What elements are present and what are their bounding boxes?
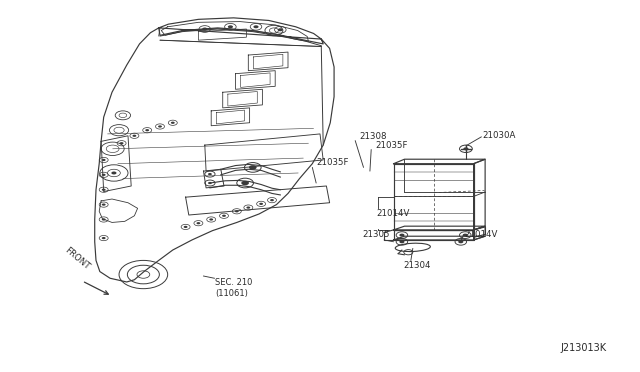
Circle shape — [202, 28, 207, 31]
Circle shape — [102, 159, 106, 161]
Circle shape — [246, 206, 250, 209]
Circle shape — [463, 147, 468, 150]
Text: SEC. 210
(11061): SEC. 210 (11061) — [215, 278, 252, 298]
Circle shape — [145, 129, 149, 131]
Circle shape — [120, 142, 124, 144]
Circle shape — [241, 181, 249, 185]
Text: 21014V: 21014V — [376, 209, 410, 218]
Circle shape — [208, 182, 212, 184]
Circle shape — [158, 125, 162, 128]
Text: 21308: 21308 — [359, 132, 387, 141]
Circle shape — [102, 237, 106, 239]
Circle shape — [259, 203, 263, 205]
Circle shape — [102, 218, 106, 221]
Circle shape — [399, 234, 404, 237]
Circle shape — [209, 218, 213, 221]
Circle shape — [249, 165, 257, 170]
Circle shape — [132, 135, 136, 137]
Text: 21030A: 21030A — [483, 131, 516, 140]
Text: 21014V: 21014V — [464, 230, 497, 239]
Circle shape — [102, 203, 106, 206]
Circle shape — [463, 234, 468, 237]
Circle shape — [111, 171, 116, 174]
Text: J213013K: J213013K — [560, 343, 606, 353]
Circle shape — [102, 174, 106, 176]
Circle shape — [253, 25, 259, 28]
Circle shape — [278, 28, 283, 31]
Circle shape — [184, 226, 188, 228]
Circle shape — [399, 240, 404, 243]
Circle shape — [196, 222, 200, 224]
Circle shape — [171, 122, 175, 124]
Text: FRONT: FRONT — [63, 246, 91, 272]
Text: 21304: 21304 — [403, 261, 431, 270]
Circle shape — [458, 240, 463, 243]
Circle shape — [102, 189, 106, 191]
Circle shape — [235, 210, 239, 212]
Circle shape — [208, 173, 212, 175]
Text: 21035F: 21035F — [375, 141, 408, 150]
Circle shape — [222, 215, 226, 217]
Text: 21305: 21305 — [362, 230, 390, 239]
Text: 21035F: 21035F — [316, 158, 349, 167]
Circle shape — [270, 199, 274, 201]
Circle shape — [228, 25, 233, 28]
